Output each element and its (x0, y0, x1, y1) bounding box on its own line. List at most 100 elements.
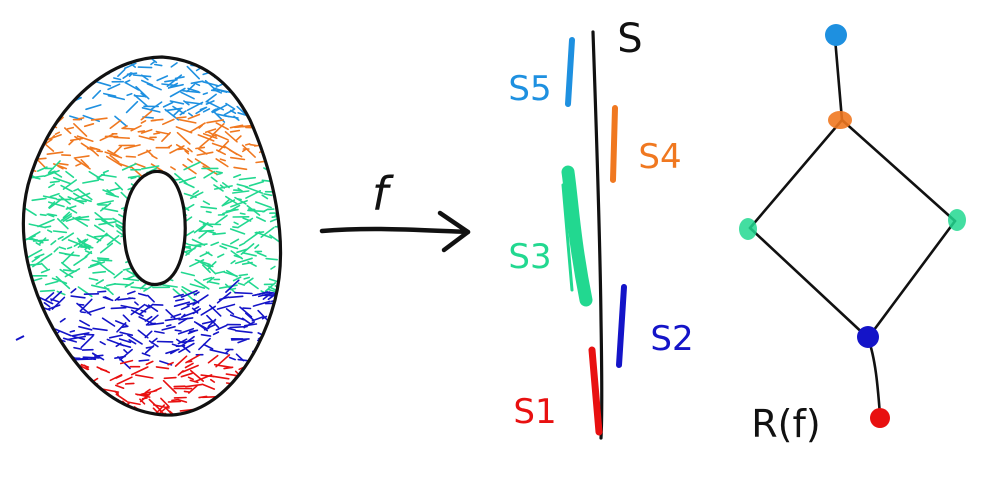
torus-hatch-stroke (29, 307, 40, 313)
torus-hatch-stroke (195, 146, 206, 150)
torus-hatch-stroke (163, 229, 171, 232)
torus-hatch-stroke (238, 176, 256, 181)
torus-hatch-stroke (209, 65, 216, 71)
torus-hatch-stroke (181, 288, 196, 302)
torus-hatch-stroke (57, 235, 64, 240)
torus-hatch-stroke (259, 129, 268, 138)
torus-hatch-stroke (88, 261, 106, 269)
torus-hatch-stroke (136, 243, 148, 254)
torus-hatch-stroke (229, 389, 235, 395)
torus-hatch-stroke (52, 396, 66, 404)
torus-hatch-stroke (61, 251, 75, 264)
torus-hatch-stroke (34, 381, 48, 391)
torus-hatch-stroke (231, 409, 240, 414)
torus-hatch-stroke (76, 302, 92, 316)
torus-hatch-stroke (54, 131, 61, 135)
reeb-node-left (739, 218, 757, 240)
torus-hatch-stroke (114, 320, 128, 327)
torus-hatch-stroke (23, 400, 31, 408)
torus-hatch-stroke (130, 176, 137, 180)
torus-hatch-stroke (223, 366, 234, 370)
torus-hatch-stroke (163, 376, 177, 380)
torus-hatch-stroke (225, 279, 240, 293)
torus-hatch-stroke (158, 246, 166, 250)
torus-hatch-stroke (233, 221, 239, 225)
torus-hatch-stroke (39, 213, 47, 217)
torus-hatch-stroke (235, 84, 251, 94)
torus-hatch-stroke (261, 294, 273, 297)
torus-hatch-stroke (232, 190, 250, 194)
torus-hatch-stroke (73, 123, 88, 137)
torus-hatch-stroke (257, 309, 270, 322)
torus-hatch-stroke (205, 251, 213, 257)
axis-segment-s3: S3 (508, 165, 593, 307)
torus-hatch-stroke (204, 58, 220, 62)
torus-hatch-stroke (24, 128, 34, 138)
torus-hatch-stroke (236, 404, 251, 408)
torus-hatch-stroke (165, 205, 173, 211)
torus-hatch-stroke (248, 180, 265, 187)
torus-hatch-stroke (155, 198, 165, 208)
torus-hatch-stroke (162, 118, 175, 126)
torus-hatch-stroke (141, 234, 150, 241)
torus-hatch-stroke (141, 352, 151, 357)
torus-hatch-stroke (241, 144, 256, 158)
torus-hatch-stroke (185, 57, 202, 62)
torus-hatch-stroke (176, 338, 182, 344)
torus-hatch-stroke (169, 87, 186, 98)
torus-hatch-stroke (89, 146, 101, 151)
torus-hatch-stroke (183, 100, 190, 106)
torus-hatch-stroke (62, 179, 77, 190)
torus-hatch-stroke (270, 95, 278, 101)
torus-hatch-stroke (88, 170, 101, 179)
torus-hatch-stroke (23, 342, 32, 354)
torus-hatch-stroke (91, 259, 101, 264)
torus-hatch-stroke (125, 155, 137, 158)
torus-hatch-stroke (185, 216, 193, 222)
torus-hatch-stroke (74, 61, 88, 73)
torus-hatch-stroke (64, 253, 80, 257)
torus-hatch-stroke (229, 129, 241, 133)
torus-hatch-stroke (115, 223, 124, 229)
torus-hatch-stroke (32, 405, 42, 411)
torus-hatch-stroke (96, 200, 114, 205)
torus-hatch-stroke (193, 243, 208, 247)
torus-hatch-stroke (206, 119, 224, 124)
torus-hatch-stroke (234, 329, 253, 334)
torus-hatch-stroke (263, 396, 277, 400)
torus-hatch-stroke (249, 97, 261, 106)
torus-hatch-stroke (201, 383, 216, 390)
torus-hatch-stroke (153, 132, 161, 135)
torus-hatch-stroke (165, 348, 180, 355)
torus-hatch-stroke (248, 105, 258, 109)
torus-hatch-stroke (103, 92, 117, 97)
torus-hatch-stroke (207, 280, 220, 285)
torus-hatch-stroke (225, 308, 235, 315)
torus-hatch-stroke (100, 368, 108, 372)
torus-hatch-stroke (40, 392, 53, 398)
torus-hatch-stroke (122, 72, 132, 79)
torus-hatch-stroke (138, 316, 154, 325)
torus-hatch-stroke (184, 383, 203, 388)
torus-hatch-stroke (247, 90, 267, 98)
torus-hatch-stroke (194, 82, 201, 87)
torus-hatch-stroke (123, 144, 141, 150)
torus-hatch-stroke (36, 89, 47, 97)
reeb-edge-upper-right (840, 118, 957, 223)
axis-segment-s4: S4 (610, 105, 682, 183)
torus-hatch-stroke (162, 101, 174, 108)
torus-hatch-stroke (38, 359, 46, 365)
torus-hatch-stroke (277, 130, 281, 140)
torus-hatch-stroke (119, 348, 133, 361)
torus-hatch-stroke (165, 324, 172, 327)
torus-hatch-stroke (247, 260, 257, 267)
torus-hatch-stroke (71, 69, 84, 73)
torus-hatch-stroke (80, 142, 95, 152)
torus-hatch-stroke (42, 195, 58, 200)
torus-hatch-stroke (25, 365, 39, 369)
torus-hatch-stroke (199, 135, 214, 148)
torus-hatch-stroke (81, 197, 92, 203)
torus-hatch-stroke (80, 335, 94, 349)
torus-hatch-stroke (92, 327, 108, 332)
torus-hatch-stroke (54, 389, 68, 395)
